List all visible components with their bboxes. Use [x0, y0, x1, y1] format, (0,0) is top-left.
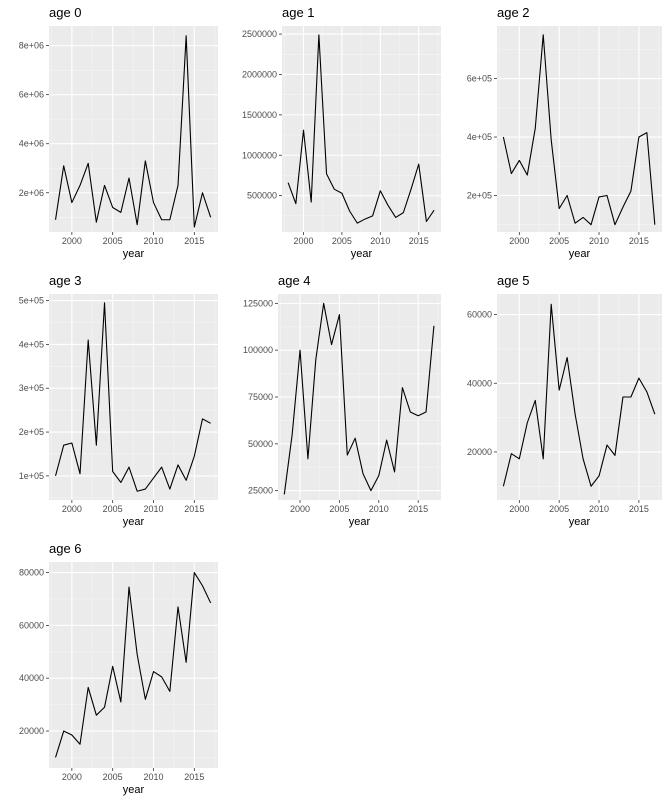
x-tick-label: 2010: [370, 236, 390, 246]
y-tick-label: 100000: [243, 345, 273, 355]
y-tick-label: 2500000: [242, 29, 277, 39]
y-tick-label: 2000000: [242, 69, 277, 79]
x-tick-label: 2000: [62, 504, 82, 514]
panel-title: age 4: [278, 273, 311, 288]
x-tick-label: 2010: [369, 504, 389, 514]
x-tick-label: 2005: [332, 236, 352, 246]
panel-background: [282, 26, 441, 232]
x-axis-title: year: [123, 784, 145, 796]
panel-title: age 6: [49, 541, 82, 556]
panel-background: [49, 294, 218, 500]
series-line: [283, 302, 435, 495]
y-tick-label: 500000: [247, 191, 277, 201]
panel-title: age 0: [49, 5, 82, 20]
facet-panel-1: 2000 2005 2010 2015 500000 1000000 1500000 2000…: [242, 5, 441, 260]
series-line: [287, 34, 435, 224]
series-line: [54, 302, 211, 492]
y-tick-label: 3e+05: [19, 383, 44, 393]
y-tick-label: 40000: [19, 673, 44, 683]
x-tick-label: 2000: [509, 236, 529, 246]
panel-title: age 3: [49, 273, 82, 288]
y-tick-label: 5e+05: [19, 296, 44, 306]
x-tick-label: 2015: [184, 772, 204, 782]
facet-panel-2: 2000 2005 2010 2015 2e+05 4e+05 6e+05 age 2 year: [467, 5, 662, 260]
series-line: [54, 35, 212, 228]
x-tick-label: 2000: [290, 504, 310, 514]
x-tick-label: 2005: [549, 236, 569, 246]
series-line: [502, 34, 656, 226]
x-tick-label: 2000: [62, 772, 82, 782]
x-tick-label: 2010: [589, 236, 609, 246]
facet-panel-0: 2000 2005 2010 2015 2e+06 4e+06 6e+06 8e+06 age …: [19, 5, 218, 260]
y-tick-label: 1e+05: [19, 471, 44, 481]
x-tick-label: 2000: [509, 504, 529, 514]
y-tick-label: 4e+06: [19, 139, 44, 149]
y-tick-label: 60000: [467, 310, 492, 320]
x-tick-label: 2005: [103, 504, 123, 514]
panel-title: age 2: [497, 5, 530, 20]
panel-background: [497, 294, 662, 500]
y-tick-label: 6e+05: [467, 74, 492, 84]
y-tick-label: 50000: [248, 439, 273, 449]
x-tick-label: 2005: [549, 504, 569, 514]
x-tick-label: 2015: [184, 504, 204, 514]
series-line: [55, 572, 212, 758]
y-tick-label: 25000: [248, 486, 273, 496]
y-tick-label: 80000: [19, 568, 44, 578]
panel-title: age 1: [282, 5, 315, 20]
y-tick-label: 4e+05: [467, 132, 492, 142]
facet-panel-5: 2000 2005 2010 2015 20000 40000 60000 age 5 year: [467, 273, 662, 528]
x-tick-label: 2005: [103, 772, 123, 782]
x-tick-label: 2005: [329, 504, 349, 514]
x-tick-label: 2015: [629, 236, 649, 246]
facet-panel-3: 2000 2005 2010 2015 1e+05 2e+05 3e+05 4e+05 5e+0…: [19, 273, 218, 528]
x-axis-title: year: [569, 248, 591, 260]
x-tick-label: 2015: [184, 236, 204, 246]
x-tick-label: 2010: [143, 772, 163, 782]
y-tick-label: 75000: [248, 392, 273, 402]
x-tick-label: 2000: [293, 236, 313, 246]
x-axis-title: year: [349, 516, 371, 528]
x-axis-title: year: [351, 248, 373, 260]
x-tick-label: 2010: [589, 504, 609, 514]
x-tick-label: 2015: [629, 504, 649, 514]
y-tick-label: 6e+06: [19, 90, 44, 100]
x-axis-title: year: [123, 248, 145, 260]
facet-panel-6: 2000 2005 2010 2015 20000 40000 60000 80000 age …: [19, 541, 218, 796]
y-tick-label: 2e+05: [19, 427, 44, 437]
x-axis-title: year: [123, 516, 145, 528]
y-tick-label: 40000: [467, 378, 492, 388]
y-tick-label: 4e+05: [19, 339, 44, 349]
y-tick-label: 60000: [19, 620, 44, 630]
y-tick-label: 125000: [243, 298, 273, 308]
y-tick-label: 2e+05: [467, 190, 492, 200]
facet-panel-4: 2000 2005 2010 2015 25000 50000 75000 100000 125…: [243, 273, 441, 528]
x-tick-label: 2015: [408, 504, 428, 514]
x-tick-label: 2015: [409, 236, 429, 246]
y-tick-label: 20000: [19, 726, 44, 736]
x-axis-title: year: [569, 516, 591, 528]
panel-background: [49, 562, 218, 768]
x-tick-label: 2010: [143, 504, 163, 514]
x-tick-label: 2005: [103, 236, 123, 246]
y-tick-label: 2e+06: [19, 188, 44, 198]
y-tick-label: 8e+06: [19, 41, 44, 51]
y-tick-label: 1500000: [242, 110, 277, 120]
series-line: [502, 303, 656, 487]
x-tick-label: 2000: [62, 236, 82, 246]
y-tick-label: 1000000: [242, 150, 277, 160]
panel-title: age 5: [497, 273, 530, 288]
y-tick-label: 20000: [467, 447, 492, 457]
panel-background: [497, 26, 662, 232]
x-tick-label: 2010: [143, 236, 163, 246]
